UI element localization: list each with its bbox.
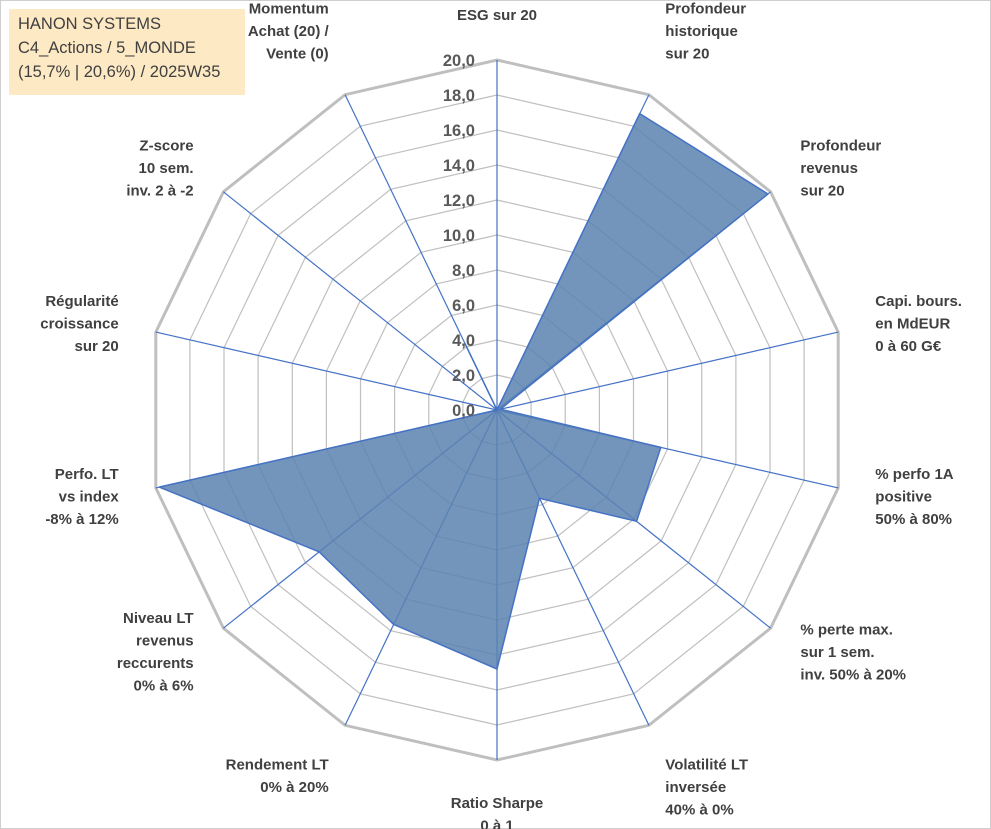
tick-label: 14,0 bbox=[443, 157, 475, 175]
axis-label-line: Niveau LT bbox=[123, 610, 194, 627]
axis-label-line: Note bbox=[480, 0, 513, 2]
axis-label-line: positive bbox=[875, 488, 932, 505]
axis-label-line: 0% à 6% bbox=[134, 678, 194, 695]
axis-label-3: Capi. bours. en MdEUR 0 à 60 G€ bbox=[875, 293, 962, 355]
tick-label: 6,0 bbox=[452, 297, 475, 315]
axis-label-line: sur 20 bbox=[665, 45, 709, 62]
axis-label-line: sur 20 bbox=[800, 183, 844, 200]
tick-label: 10,0 bbox=[443, 227, 475, 245]
spoke-11 bbox=[155, 331, 498, 411]
axis-label-line: 10 sem. bbox=[139, 160, 194, 177]
tick-label: 0,0 bbox=[452, 402, 475, 420]
axis-label-2: Profondeur revenus sur 20 bbox=[800, 138, 881, 200]
axis-label-line: ESG sur 20 bbox=[457, 7, 537, 24]
info-box: HANON SYSTEMS C4_Actions / 5_MONDE (15,7… bbox=[9, 9, 245, 95]
spoke-12 bbox=[223, 191, 498, 411]
axis-label-line: Vente (0) bbox=[266, 45, 329, 62]
axis-label-line: inv. 50% à 20% bbox=[800, 666, 906, 683]
radar-series bbox=[158, 112, 769, 670]
tick-label: 2,0 bbox=[452, 367, 475, 385]
performance-week: (15,7% | 20,6%) / 2025W35 bbox=[18, 63, 221, 81]
axis-label-line: reccurents bbox=[117, 655, 194, 672]
axis-label-line: % perte max. bbox=[800, 621, 893, 638]
axis-label-8: Rendement LT 0% à 20% bbox=[226, 757, 329, 797]
axis-label-1: Profondeur historique sur 20 bbox=[665, 0, 746, 62]
axis-label-line: vs index bbox=[59, 488, 120, 505]
axis-label-line: Profondeur bbox=[800, 138, 881, 155]
axis-label-line: -8% à 12% bbox=[45, 511, 118, 528]
axis-label-line: Z-score bbox=[139, 138, 193, 155]
axis-label-line: Momentum bbox=[249, 0, 329, 17]
axis-label-5: % perte max. sur 1 sem. inv. 50% à 20% bbox=[800, 621, 906, 683]
axis-label-line: 0 à 1 bbox=[480, 818, 513, 829]
axis-label-9: Niveau LT revenus reccurents 0% à 6% bbox=[117, 610, 194, 695]
axis-label-line: Capi. bours. bbox=[875, 293, 962, 310]
radar-axis-labels: Note ESG sur 20 Profondeur historique sur 20… bbox=[40, 0, 962, 829]
axis-label-line: sur 1 sem. bbox=[800, 644, 874, 661]
axis-label-line: 50% à 80% bbox=[875, 511, 952, 528]
tick-label: 8,0 bbox=[452, 262, 475, 280]
tick-label: 12,0 bbox=[443, 192, 475, 210]
axis-label-line: Ratio Sharpe bbox=[451, 795, 544, 812]
axis-label-line: Régularité bbox=[45, 293, 118, 310]
axis-label-line: 40% à 0% bbox=[665, 802, 733, 819]
radar-tick-labels: 0,0 2,0 4,0 6,0 8,0 10,0 12,0 14,0 16,0 18,0 20,0 bbox=[443, 52, 475, 420]
axis-label-line: Rendement LT bbox=[226, 757, 329, 774]
spoke-3 bbox=[496, 331, 839, 411]
axis-label-line: Profondeur bbox=[665, 0, 746, 17]
axis-label-line: croissance bbox=[40, 316, 118, 333]
axis-label-line: % perfo 1A bbox=[875, 466, 954, 483]
axis-label-10: Perfo. LT vs index -8% à 12% bbox=[45, 466, 119, 528]
tick-label: 16,0 bbox=[443, 122, 475, 140]
company-name: HANON SYSTEMS bbox=[18, 15, 162, 33]
tick-label: 20,0 bbox=[443, 52, 475, 70]
axis-label-line: revenus bbox=[800, 160, 858, 177]
axis-label-7: Ratio Sharpe 0 à 1 bbox=[451, 795, 544, 829]
axis-label-line: sur 20 bbox=[74, 338, 118, 355]
axis-label-6: Volatilité LT inversée 40% à 0% bbox=[665, 757, 748, 819]
axis-label-11: Régularité croissance sur 20 bbox=[40, 293, 118, 355]
axis-label-line: en MdEUR bbox=[875, 316, 950, 333]
tick-label: 4,0 bbox=[452, 332, 475, 350]
axis-label-line: inv. 2 à -2 bbox=[126, 183, 193, 200]
axis-label-13: Momentum Achat (20) / Vente (0) bbox=[248, 0, 330, 62]
axis-label-12: Z-score 10 sem. inv. 2 à -2 bbox=[126, 138, 193, 200]
portfolio-path: C4_Actions / 5_MONDE bbox=[18, 39, 196, 57]
axis-label-line: Achat (20) / bbox=[248, 23, 330, 40]
series-area-0 bbox=[158, 112, 769, 670]
axis-label-line: Volatilité LT bbox=[665, 757, 748, 774]
axis-label-line: historique bbox=[665, 23, 738, 40]
axis-label-line: 0 à 60 G€ bbox=[875, 338, 942, 355]
axis-label-0: Note ESG sur 20 bbox=[457, 0, 537, 24]
tick-label: 18,0 bbox=[443, 87, 475, 105]
axis-label-line: Perfo. LT bbox=[55, 466, 119, 483]
axis-label-4: % perfo 1A positive 50% à 80% bbox=[875, 466, 954, 528]
axis-label-line: 0% à 20% bbox=[260, 779, 328, 796]
axis-label-line: inversée bbox=[665, 779, 726, 796]
axis-label-line: revenus bbox=[136, 633, 194, 650]
